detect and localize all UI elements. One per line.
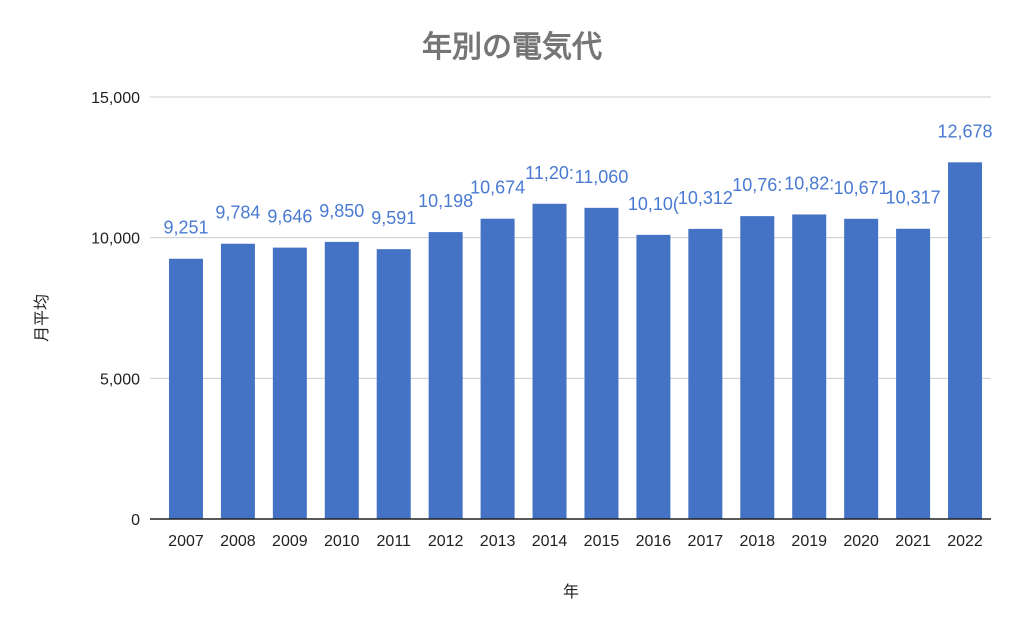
x-tick-label: 2020	[843, 533, 879, 550]
data-label-2019: 10,82:	[784, 173, 834, 193]
data-label-2010: 9,850	[319, 201, 364, 221]
bar-2015	[584, 207, 619, 519]
y-tick-label: 15,000	[91, 90, 140, 107]
bars	[168, 162, 983, 520]
x-tick-label: 2017	[688, 533, 724, 550]
bar-2009	[272, 247, 307, 520]
bar-2007	[168, 258, 203, 519]
x-axis-ticks: 2007 2008 2009 2010 2011 2012 2013 2014 2015 2016…	[168, 533, 983, 550]
bar-2012	[428, 232, 463, 520]
x-tick-label: 2016	[636, 533, 672, 550]
bar-2014	[532, 203, 567, 520]
y-tick-label: 5,000	[100, 371, 140, 388]
data-label-2018: 10,76:	[732, 175, 782, 195]
data-label-2014: 11,20:	[525, 163, 574, 183]
data-label-2017: 10,312	[678, 188, 733, 208]
bar-2016	[636, 234, 671, 519]
x-tick-label: 2007	[168, 533, 204, 550]
x-tick-label: 2012	[428, 533, 464, 550]
x-tick-label: 2021	[895, 533, 931, 550]
bar-2022	[948, 162, 983, 519]
bar-2013	[480, 218, 515, 519]
bar-2011	[376, 249, 411, 519]
x-tick-label: 2018	[739, 533, 775, 550]
y-tick-label: 10,000	[91, 231, 140, 248]
data-label-2007: 9,251	[163, 218, 208, 238]
bar-2010	[324, 241, 359, 520]
data-label-2008: 9,784	[215, 203, 260, 223]
data-label-2012: 10,198	[418, 191, 473, 211]
data-label-2016: 10,10(	[628, 194, 679, 214]
x-tick-label: 2013	[480, 533, 516, 550]
y-axis-ticks: 0 5,000 10,000 15,000	[91, 90, 140, 529]
bar-2021	[896, 228, 931, 519]
bar-2017	[688, 228, 723, 519]
x-tick-label: 2011	[377, 533, 412, 550]
y-axis-title: 月平均	[32, 294, 51, 342]
x-tick-label: 2014	[532, 533, 568, 550]
x-tick-label: 2010	[324, 533, 360, 550]
y-tick-label: 0	[131, 512, 140, 529]
data-label-2009: 9,646	[267, 207, 312, 227]
bar-2019	[792, 214, 827, 519]
data-label-2011: 9,591	[371, 208, 416, 228]
x-tick-label: 2008	[220, 533, 256, 550]
data-label-2022: 12,678	[938, 121, 993, 141]
chart-title: 年別の電気代	[422, 30, 602, 65]
x-axis-title: 年	[563, 582, 579, 601]
x-tick-label: 2009	[272, 533, 308, 550]
bar-2020	[844, 218, 879, 520]
data-label-2020: 10,671	[834, 178, 889, 198]
data-label-2021: 10,317	[886, 188, 941, 208]
x-tick-label: 2022	[947, 533, 983, 550]
bar-2008	[220, 243, 255, 519]
data-label-2015: 11,060	[575, 167, 629, 187]
bar-2018	[740, 216, 775, 520]
data-label-2013: 10,674	[470, 178, 525, 198]
x-tick-label: 2019	[791, 533, 827, 550]
x-tick-label: 2015	[584, 533, 620, 550]
